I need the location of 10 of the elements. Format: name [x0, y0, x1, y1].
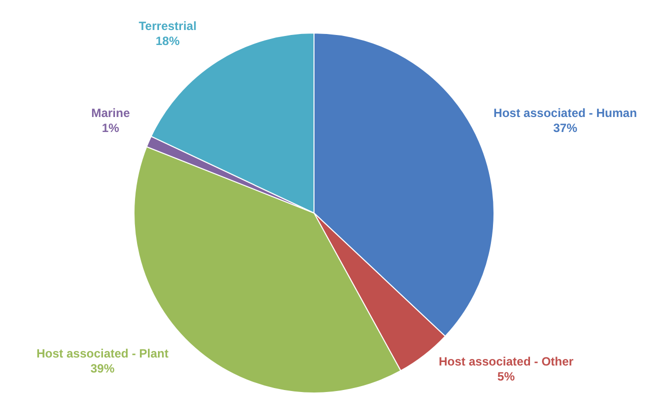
slice-label: Host associated - Human	[494, 106, 637, 120]
slice-label: Marine	[91, 106, 130, 120]
data-label: 39%	[90, 362, 115, 376]
data-label: 1%	[102, 120, 120, 135]
data-label: 37%	[553, 120, 578, 135]
data-label: 18%	[156, 34, 180, 48]
slice-label: Host associated - Other	[438, 354, 574, 368]
slice-label: Host associated - Plant	[36, 346, 169, 361]
data-label: 5%	[497, 369, 516, 384]
slice-label: Terrestrial	[138, 19, 197, 34]
